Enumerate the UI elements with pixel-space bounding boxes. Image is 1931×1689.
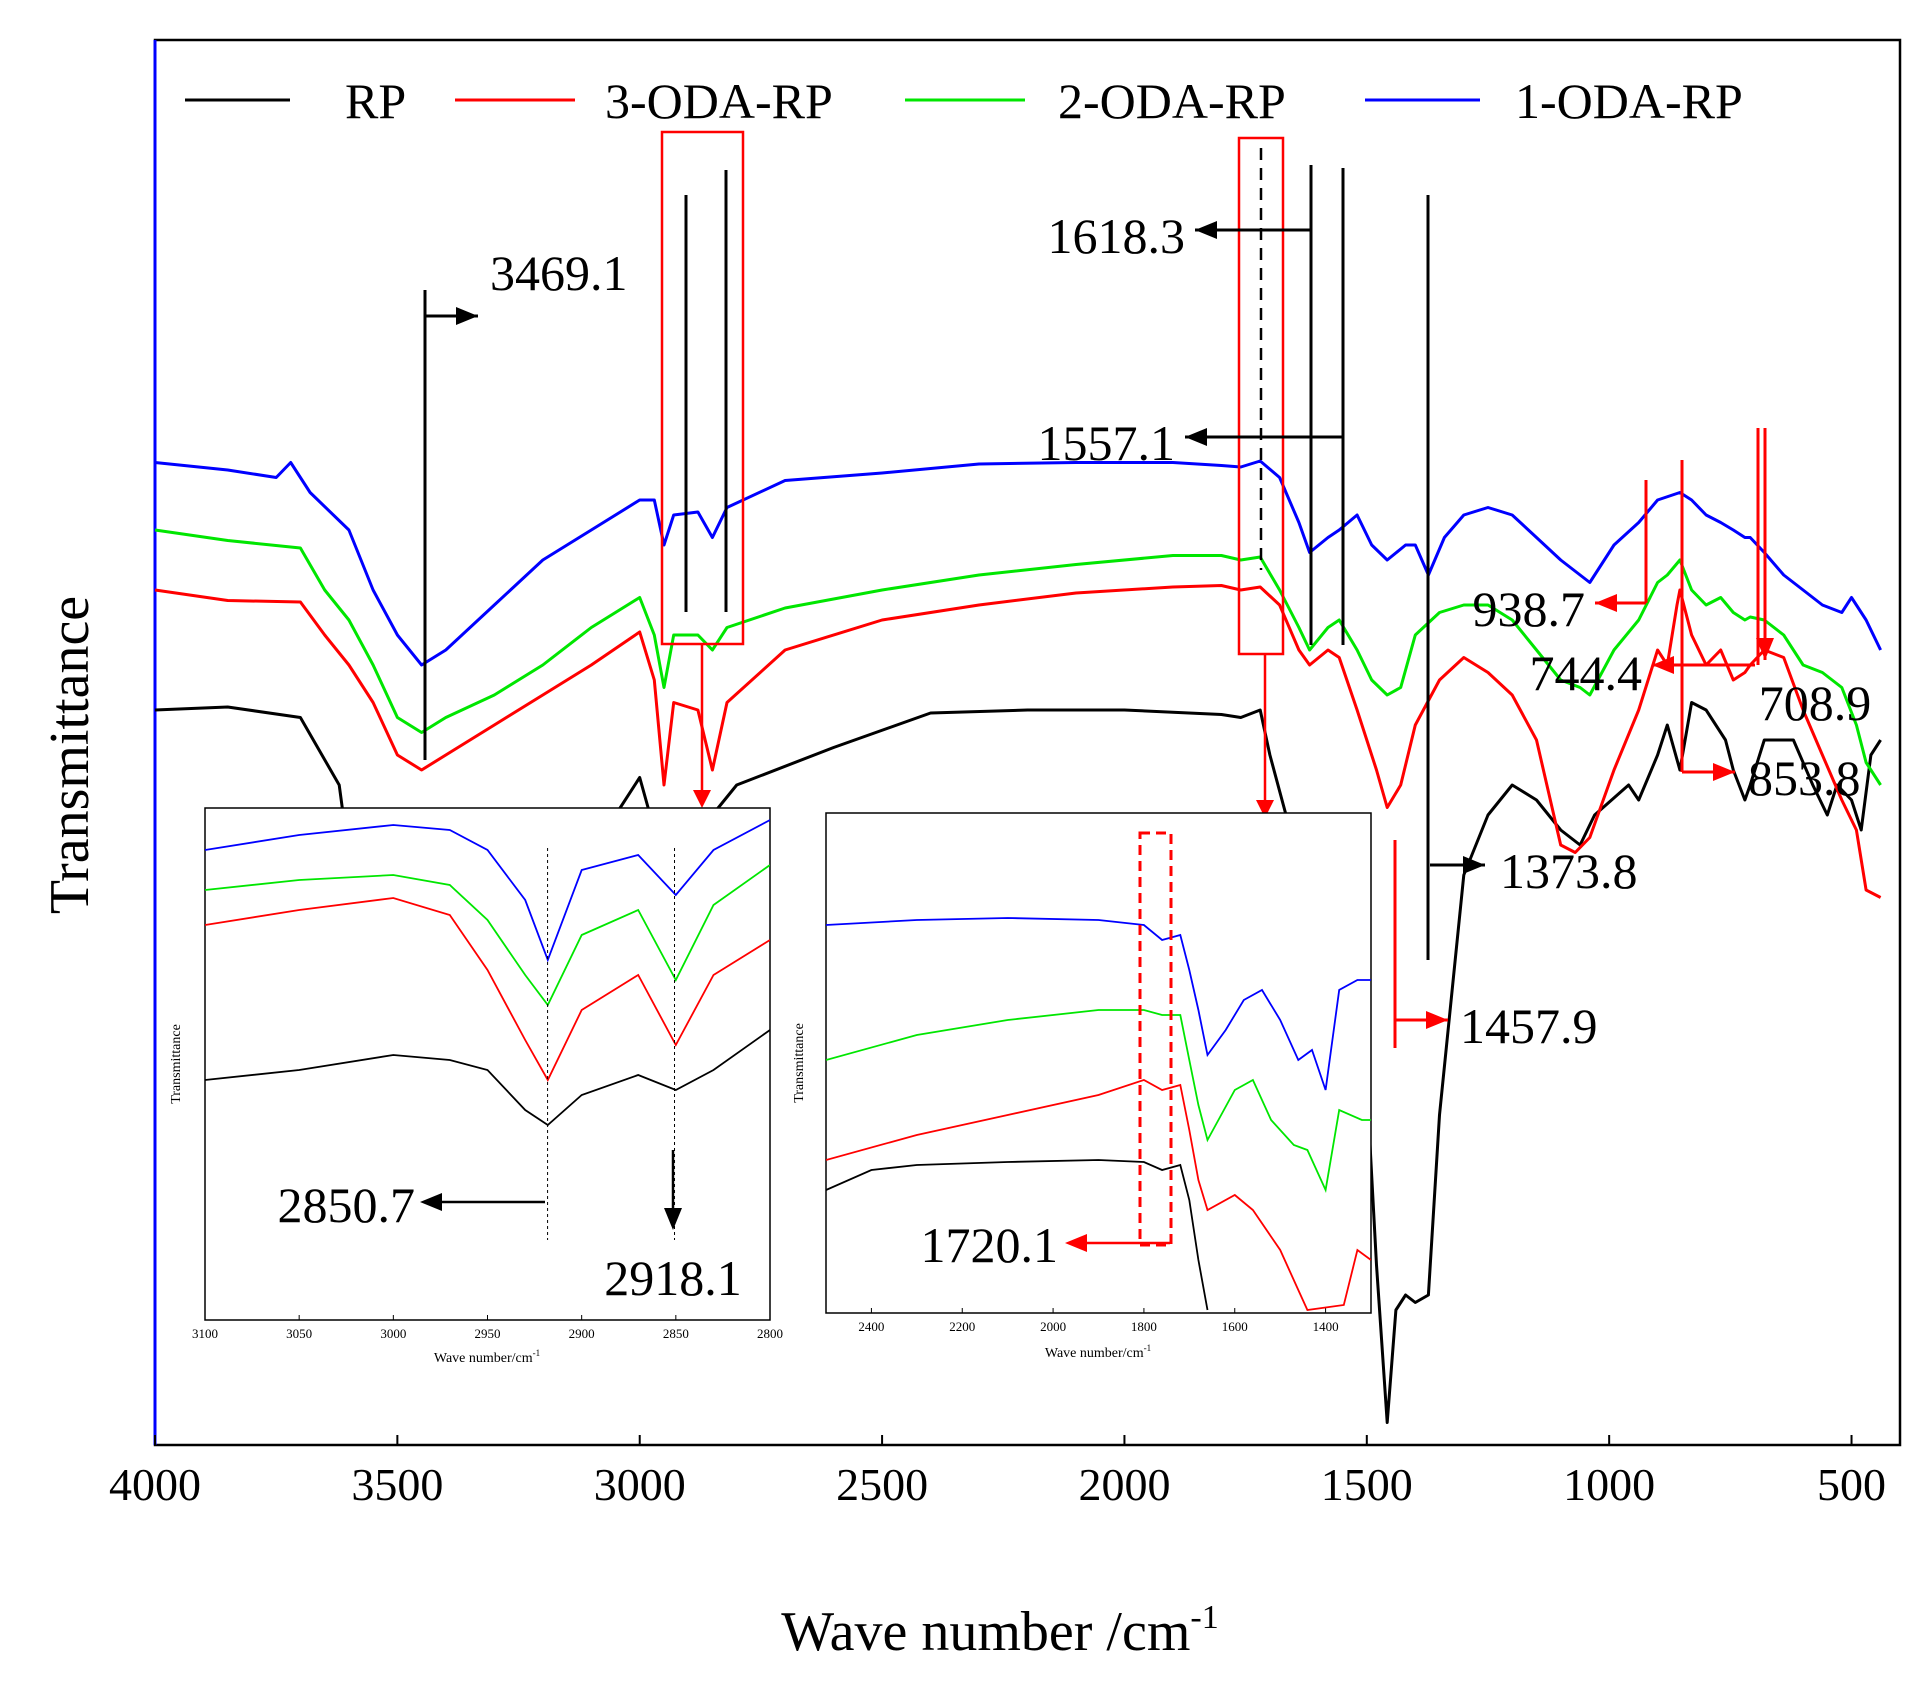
inset1-x-ticks: 3100 3050 3000 2950 2900 2850 2800 (192, 1315, 783, 1341)
inset2-frame (825, 812, 1372, 1314)
inset1-tick-label: 3100 (192, 1326, 218, 1341)
x-tick-label: 2000 (1078, 1459, 1170, 1510)
inset2-arrow-head-1720.1 (1065, 1234, 1087, 1252)
inset2-series-1-ODA-RP (826, 917, 1371, 1091)
inset2-tick-label: 2200 (949, 1319, 975, 1334)
peak-label-853.8: 853.8 (1748, 750, 1861, 806)
peak-label-708.9: 708.9 (1759, 675, 1872, 731)
x-axis-ticks: 4000 3500 3000 2500 2000 1500 1000 500 (109, 1435, 1886, 1510)
inset-ch-stretch: Transmittance Wave number/cm-1 3100 3050 3… (169, 807, 783, 1366)
inset1-y-title: Transmittance (169, 1024, 184, 1104)
inset1-x-title-main: Wave number/cm (434, 1351, 533, 1366)
inset2-tick-label: 2400 (858, 1319, 884, 1334)
x-axis-title-sup: -1 (1190, 1599, 1218, 1636)
legend-label: 3-ODA-RP (605, 73, 833, 129)
legend-label: 1-ODA-RP (1515, 73, 1743, 129)
inset1-arrow-head-2850.7 (420, 1193, 442, 1211)
inset1-tick-label: 2800 (757, 1326, 783, 1341)
marker-arrow-head-744.4 (1652, 656, 1674, 674)
inset2-tick-label: 1800 (1131, 1319, 1157, 1334)
inset2-y-title: Transmittance (792, 1023, 807, 1103)
inset2-dashed-box (1138, 831, 1173, 1247)
inset1-x-title: Wave number/cm-1 (434, 1348, 540, 1366)
inset2-markers: 1720.1 (921, 1217, 1170, 1273)
connector-arrow-left (693, 790, 711, 808)
legend-label: RP (345, 73, 406, 129)
inset1-arrow-head-2918.1 (664, 1208, 682, 1230)
inset2-series (826, 917, 1371, 1311)
marker-arrow-head-3469.1 (456, 307, 478, 325)
inset2-x-ticks: 2400 2200 2000 1800 1600 1400 (858, 1308, 1339, 1334)
inset1-frame (204, 807, 771, 1321)
series-line-1-ODA-RP (154, 459, 1882, 667)
x-axis-title: Wave number /cm-1 (781, 1599, 1218, 1663)
inset1-peak-label-2850.7: 2850.7 (278, 1177, 416, 1233)
inset2-x-title: Wave number/cm-1 (1045, 1343, 1151, 1361)
marker-arrow-head-708.9 (1756, 638, 1774, 660)
inset2-tick-label: 2000 (1040, 1319, 1066, 1334)
inset2-tick-label: 1600 (1222, 1319, 1248, 1334)
series-line-3-ODA-RP (154, 584, 1882, 899)
inset1-series-1-ODA-RP (205, 819, 770, 963)
inset1-x-title-sup: -1 (533, 1348, 541, 1358)
connector-arrow-right (1256, 800, 1274, 818)
inset1-tick-label: 2900 (569, 1326, 595, 1341)
inset2-peak-label-1720.1: 1720.1 (921, 1217, 1059, 1273)
peak-label-1457.9: 1457.9 (1460, 998, 1598, 1054)
inset-carbonyl: Transmittance Wave number/cm-1 2400 2200 2… (792, 812, 1372, 1361)
inset2-series-RP (826, 1159, 1209, 1311)
marker-arrow-head-1457.9 (1426, 1011, 1448, 1029)
marker-arrow-head-853.8 (1713, 763, 1735, 781)
x-tick-label: 1000 (1563, 1459, 1655, 1510)
legend-label: 2-ODA-RP (1058, 73, 1286, 129)
peak-markers: 3469.1 1618.3 1557.1 1373.8 1457.9 938.7 853.8… (423, 165, 1872, 1054)
peak-label-1557.1: 1557.1 (1038, 415, 1176, 471)
x-tick-label: 1500 (1321, 1459, 1413, 1510)
x-tick-label: 3000 (594, 1459, 686, 1510)
inset2-tick-label: 1400 (1313, 1319, 1339, 1334)
inset1-tick-label: 2950 (475, 1326, 501, 1341)
inset1-peak-label-2918.1: 2918.1 (604, 1250, 742, 1306)
peak-label-3469.1: 3469.1 (490, 245, 628, 301)
inset1-series (205, 819, 770, 1127)
marker-arrow-head-1557.1 (1185, 428, 1207, 446)
inset2-series-2-ODA-RP (826, 1009, 1371, 1194)
inset1-series-3-ODA-RP (205, 897, 770, 1082)
inset2-x-title-main: Wave number/cm (1045, 1346, 1144, 1361)
inset1-series-RP (205, 1029, 770, 1127)
marker-arrow-head-938.7 (1595, 594, 1617, 612)
marker-arrow-head-1618.3 (1195, 221, 1217, 239)
x-tick-label: 2500 (836, 1459, 928, 1510)
x-tick-label: 4000 (109, 1459, 201, 1510)
x-axis-title-main: Wave number /cm (781, 1601, 1190, 1663)
y-axis-title: Transmittance (39, 596, 101, 914)
inset2-x-title-sup: -1 (1144, 1343, 1152, 1353)
x-tick-label: 500 (1817, 1459, 1886, 1510)
inset1-tick-label: 2850 (663, 1326, 689, 1341)
highlight-box-carbonyl-region (1237, 136, 1285, 656)
inset1-tick-label: 3000 (380, 1326, 406, 1341)
peak-label-744.4: 744.4 (1530, 645, 1643, 701)
inset2-series-3-ODA-RP (826, 1079, 1371, 1311)
peak-label-938.7: 938.7 (1473, 581, 1586, 637)
inset1-tick-label: 3050 (286, 1326, 312, 1341)
series-line-2-ODA-RP (154, 528, 1882, 786)
peak-label-1618.3: 1618.3 (1048, 208, 1186, 264)
peak-label-1373.8: 1373.8 (1500, 843, 1638, 899)
inset1-series-2-ODA-RP (205, 864, 770, 1007)
x-tick-label: 3500 (351, 1459, 443, 1510)
legend: RP 3-ODA-RP 2-ODA-RP 1-ODA-RP (185, 73, 1743, 129)
inset1-markers: 2850.7 2918.1 (278, 848, 742, 1306)
marker-arrow-head-1373.8 (1463, 856, 1485, 874)
highlight-box-ch-region (660, 130, 745, 646)
